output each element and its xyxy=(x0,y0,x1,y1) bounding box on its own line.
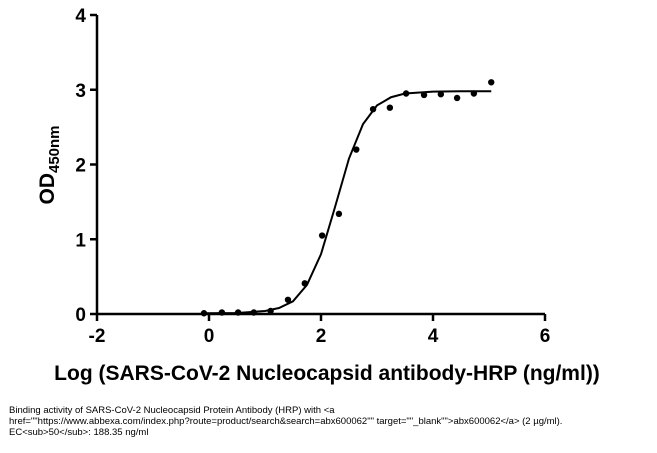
data-point xyxy=(318,232,326,239)
x-axis-label: Log (SARS-CoV-2 Nucleocapsid antibody-HR… xyxy=(54,362,600,385)
data-point xyxy=(234,309,242,316)
x-tick-label: 6 xyxy=(540,326,551,347)
data-point xyxy=(353,146,360,153)
fit-curve xyxy=(203,90,492,315)
data-point xyxy=(335,210,343,218)
data-point xyxy=(420,91,428,99)
data-point xyxy=(301,280,308,287)
y-axis-label-sub: 450nm xyxy=(46,125,63,173)
data-point xyxy=(200,310,208,317)
data-point xyxy=(267,307,274,315)
y-tick-label: 4 xyxy=(75,6,86,27)
y-tick-label: 2 xyxy=(75,156,86,177)
data-point xyxy=(453,94,461,102)
data-point xyxy=(218,309,226,316)
caption-line: EC<sub>50</sub>: 188.35 ng/ml xyxy=(9,427,148,438)
data-point xyxy=(386,104,394,111)
caption-line: Binding activity of SARS-CoV-2 Nucleocap… xyxy=(9,405,335,416)
caption-line: href=""https://www.abbexa.com/index.php?… xyxy=(9,416,562,427)
x-tick-label: -2 xyxy=(89,326,106,347)
x-tick-label: 0 xyxy=(204,326,215,347)
y-tick-label: 1 xyxy=(75,230,86,251)
data-point xyxy=(284,296,292,303)
data-point xyxy=(369,105,377,113)
x-tick-label: 4 xyxy=(428,326,439,347)
y-tick-label: 0 xyxy=(75,305,86,326)
data-point xyxy=(488,79,495,86)
data-point xyxy=(250,309,257,316)
y-tick-label: 3 xyxy=(75,81,86,102)
y-axis-label: OD450nm xyxy=(36,125,63,204)
data-point xyxy=(437,91,445,98)
x-tick-label: 2 xyxy=(316,326,327,347)
data-point xyxy=(402,90,410,97)
y-axis-label-main: OD xyxy=(36,173,59,205)
data-point xyxy=(470,90,478,97)
